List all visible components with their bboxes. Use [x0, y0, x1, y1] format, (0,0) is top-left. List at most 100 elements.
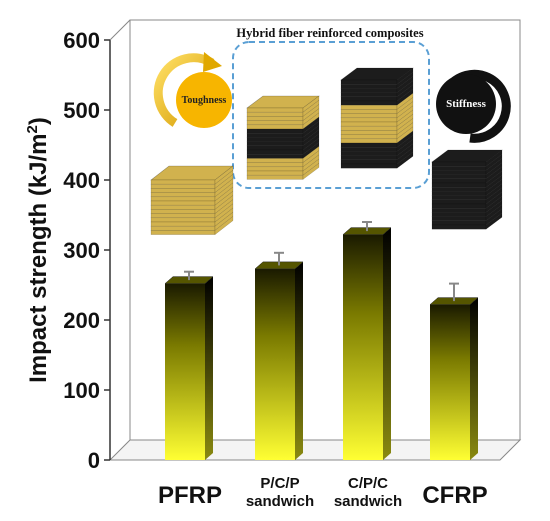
y-tick-label: 200: [63, 308, 100, 333]
bar-side: [205, 276, 213, 460]
stack-layer: [340, 109, 398, 114]
y-axis-back-link: [109, 19, 131, 41]
stiffness-circle: [436, 74, 496, 134]
stack-layer: [340, 155, 398, 161]
stiffness-label: Stiffness: [446, 98, 486, 110]
stack-layer-side: [214, 215, 234, 236]
stack-layer: [340, 159, 398, 165]
stack-layer: [431, 174, 487, 180]
stack-layer: [431, 161, 487, 167]
x-tick-label-line: sandwich: [246, 493, 314, 510]
stack-layer: [340, 96, 398, 102]
stack-layer: [340, 113, 398, 119]
bar-side: [295, 261, 303, 460]
stack-layer: [340, 163, 398, 169]
stack-layer: [246, 162, 304, 168]
stack-layer: [246, 132, 304, 138]
hybrid-dashed-box: [232, 41, 430, 189]
y-tick-label: 500: [63, 98, 100, 123]
stack-layer: [340, 104, 398, 110]
stack-layer: [246, 107, 304, 113]
bar-front: [430, 304, 470, 460]
toughness-arrowhead-icon: [203, 52, 222, 72]
stack-layer: [246, 120, 304, 126]
stack-layer: [431, 199, 487, 205]
stack-layer: [246, 137, 304, 142]
stack-layer: [246, 111, 304, 117]
stack-layer: [340, 88, 398, 93]
stack-layer: [246, 149, 304, 155]
stack-layer: [150, 225, 216, 231]
y-axis-ticks: 0 100 200 300 400 500 600: [63, 28, 110, 473]
stack-layer: [150, 183, 216, 189]
stack-layer: [150, 213, 216, 219]
stack-layer: [246, 174, 304, 180]
stack-layer: [246, 145, 304, 151]
stack-layer: [150, 192, 216, 198]
toughness-arrow-icon: [153, 53, 215, 127]
toughness-label: Toughness: [182, 95, 227, 106]
stack-layer: [150, 188, 216, 193]
stack-layer-side: [485, 212, 503, 230]
x-tick-label-line: sandwich: [334, 493, 402, 510]
y-axis-label-tail: ): [25, 117, 52, 125]
toughness-circle: [176, 72, 232, 128]
stack-layer: [340, 83, 398, 89]
stack-layer: [431, 182, 487, 188]
stack-layer: [150, 200, 216, 206]
x-tick-label: CFRP: [422, 482, 487, 509]
stack-layer: [431, 203, 487, 209]
stack-layer: [431, 220, 487, 226]
stack-layer: [340, 125, 398, 131]
y-tick-label: 400: [63, 168, 100, 193]
stack-layer: [340, 142, 398, 148]
bar-front: [165, 283, 205, 460]
hybrid-box-title: Hybrid fiber reinforced composites: [236, 26, 423, 40]
stack-layer-side: [302, 162, 320, 180]
y-axis-label: Impact strength (kJ/m2): [24, 117, 52, 383]
stack-layer: [431, 178, 487, 184]
stack-layer: [150, 221, 216, 227]
stack-layer: [340, 117, 398, 123]
stack-layer: [246, 124, 304, 130]
inset-illustration: Toughness Stiffness Hybrid fiber reinfor…: [150, 26, 511, 236]
stack-layer-side: [396, 151, 414, 169]
stack-layer: [340, 134, 398, 140]
stack-layer: [246, 170, 304, 176]
stack-layer: [150, 179, 216, 185]
bar-side: [470, 297, 478, 460]
stack-layer: [246, 166, 304, 172]
stack-layer: [246, 141, 304, 147]
stack-layer: [340, 151, 398, 156]
x-tick-label-line: P/C/P: [260, 475, 299, 492]
stack-layer: [246, 128, 304, 134]
bar-series: [164, 221, 479, 460]
stack-layer: [340, 79, 398, 85]
stack-layer: [431, 216, 487, 222]
stack-layer: [340, 130, 398, 135]
stack-layer: [150, 230, 216, 235]
bar-1: [164, 270, 214, 460]
stack-layer: [431, 224, 487, 230]
stack-layer: [340, 138, 398, 144]
cfrp-stack-icon: [431, 149, 503, 230]
pfrp-stack-icon: [150, 165, 234, 236]
stack-layer: [340, 100, 398, 106]
stack-layer: [246, 153, 304, 159]
y-tick-label: 300: [63, 238, 100, 263]
y-tick-label: 100: [63, 378, 100, 403]
y-axis-label-main: Impact strength (kJ/m: [25, 133, 52, 382]
pcp-stack-icon: [246, 95, 320, 180]
stack-layer: [431, 212, 487, 217]
bar-2: [254, 251, 304, 460]
stack-layer: [246, 116, 304, 121]
stack-layer: [431, 207, 487, 213]
stack-layer: [150, 217, 216, 223]
bar-4: [429, 282, 479, 460]
stack-layer: [340, 121, 398, 127]
stack-layer: [150, 204, 216, 210]
bar-front: [343, 234, 383, 460]
bar-side: [383, 227, 391, 460]
stack-layer: [340, 92, 398, 98]
